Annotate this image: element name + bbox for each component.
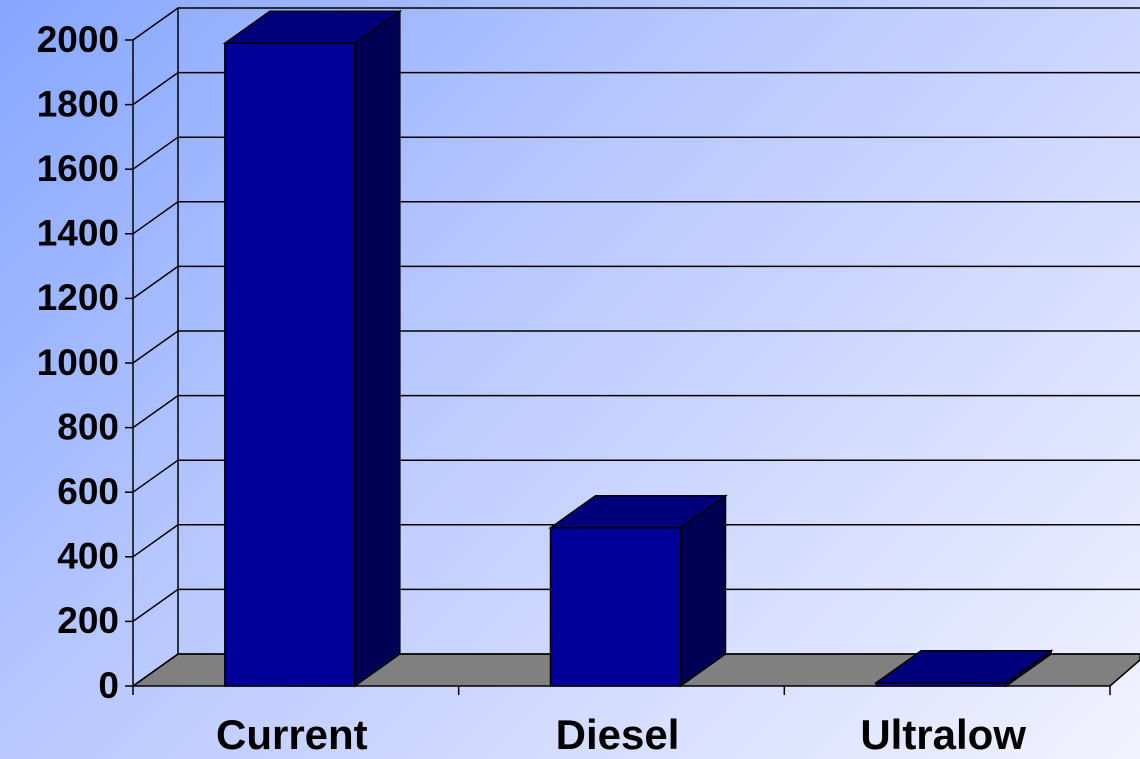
grid-line (132, 7, 1140, 41)
y-tick-label: 1200 (37, 277, 119, 318)
grid-line (132, 653, 1140, 687)
x-tick-label: Ultralow (860, 711, 1026, 758)
bar-side (679, 494, 727, 688)
grid-line (132, 330, 1140, 364)
grid-line (132, 136, 1140, 170)
grid-line (132, 265, 1140, 300)
y-tick-label: 1600 (37, 148, 119, 189)
y-tick-label: 1000 (37, 342, 119, 383)
grid-line (132, 524, 1140, 558)
bar (549, 526, 682, 687)
y-tick-label: 600 (57, 471, 119, 512)
x-tick-label: Current (216, 711, 368, 758)
y-tick-label: 1400 (37, 213, 119, 254)
bar-side (354, 9, 401, 688)
y-tick-label: 200 (57, 600, 119, 641)
grid-line (132, 459, 1140, 493)
y-tick-label: 2000 (37, 19, 119, 60)
grid-line (132, 71, 1140, 106)
x-tick-label: Diesel (556, 711, 680, 758)
bar (875, 682, 1007, 687)
bar (224, 42, 356, 687)
grid-line (132, 394, 1140, 429)
y-tick-label: 1800 (37, 83, 119, 124)
grid-line (132, 588, 1140, 623)
y-tick-label: 400 (57, 536, 119, 577)
y-tick-label: 800 (57, 406, 119, 447)
grid-line (132, 201, 1140, 235)
y-tick-label: 0 (98, 665, 119, 706)
